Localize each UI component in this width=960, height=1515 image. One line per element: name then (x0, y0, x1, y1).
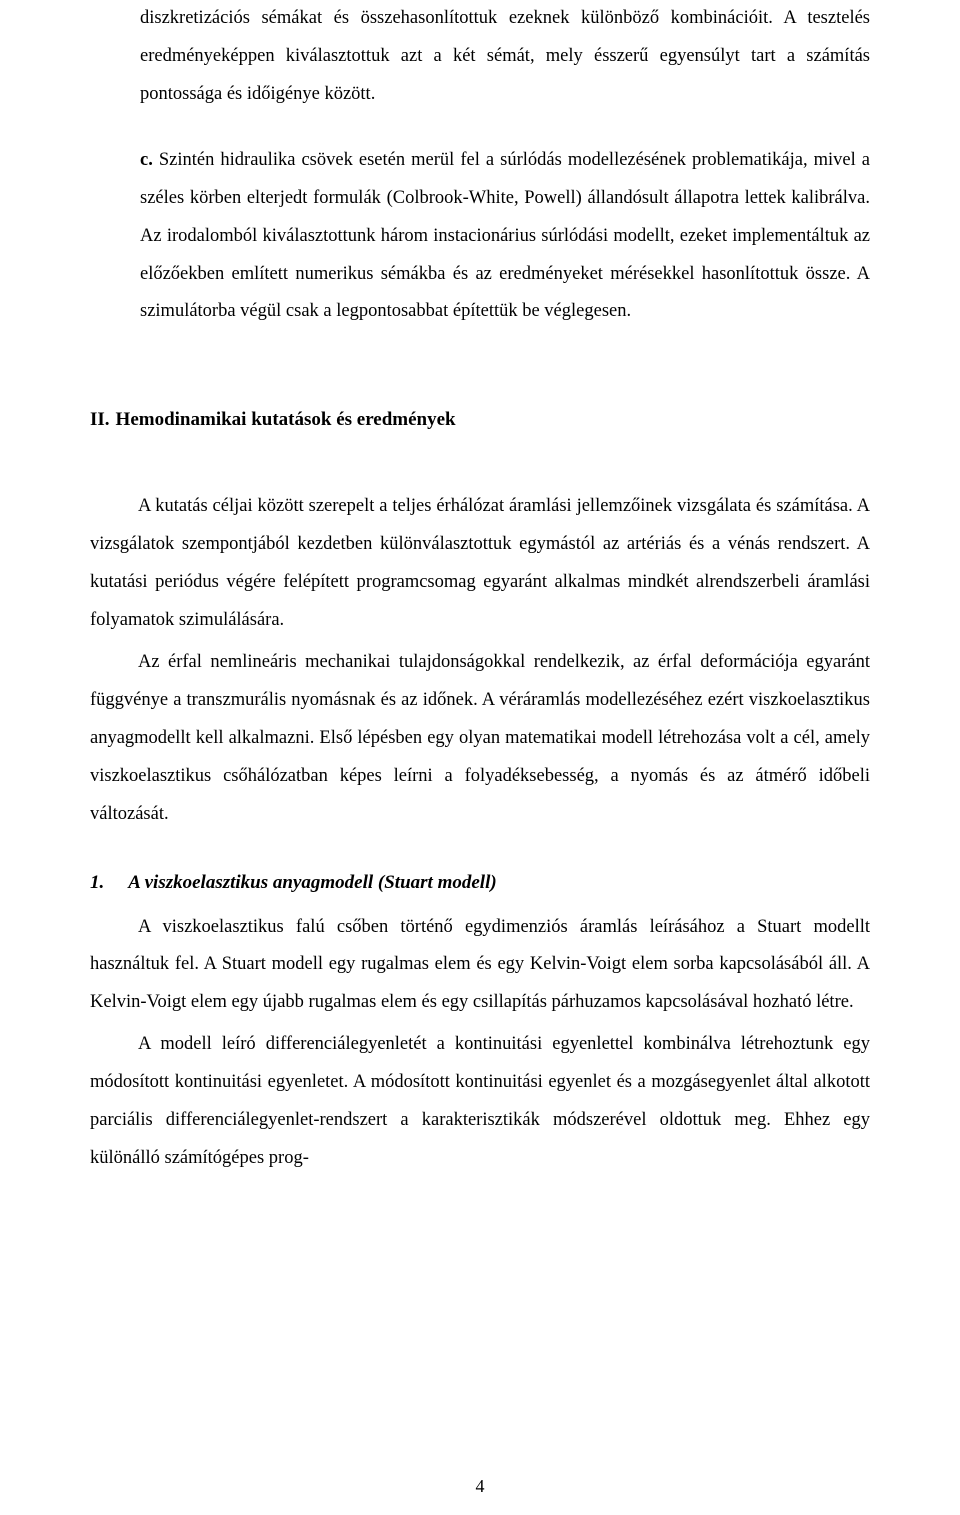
body-paragraph-2: Az érfal nemlineáris mechanikai tulajdon… (90, 644, 870, 834)
page-number: 4 (0, 1476, 960, 1497)
list-item-c-text: Szintén hidraulika csövek esetén merül f… (140, 150, 870, 322)
section-title: Hemodinamikai kutatások és eredmények (116, 401, 456, 440)
subsection-title: A viszkoelasztikus anyagmodell (Stuart m… (128, 864, 496, 903)
subsection-heading: 1. A viszkoelasztikus anyagmodell (Stuar… (90, 864, 870, 903)
subsection-paragraph-1: A viszkoelasztikus falú csőben történő e… (90, 909, 870, 1023)
indented-list-block: diszkretizációs sémákat és összehasonlít… (90, 0, 870, 331)
body-paragraph-1: A kutatás céljai között szerepelt a telj… (90, 488, 870, 640)
subsection-paragraph-2: A modell leíró differenciálegyenletét a … (90, 1026, 870, 1178)
section-heading: II. Hemodinamikai kutatások és eredménye… (90, 401, 870, 440)
subsection-number: 1. (90, 864, 104, 903)
continuation-paragraph: diszkretizációs sémákat és összehasonlít… (140, 0, 870, 114)
page-content: diszkretizációs sémákat és összehasonlít… (90, 0, 870, 1178)
section-number: II. (90, 401, 110, 440)
list-item-c: c. Szintén hidraulika csövek esetén merü… (140, 142, 870, 332)
list-item-c-label: c. (140, 150, 153, 170)
